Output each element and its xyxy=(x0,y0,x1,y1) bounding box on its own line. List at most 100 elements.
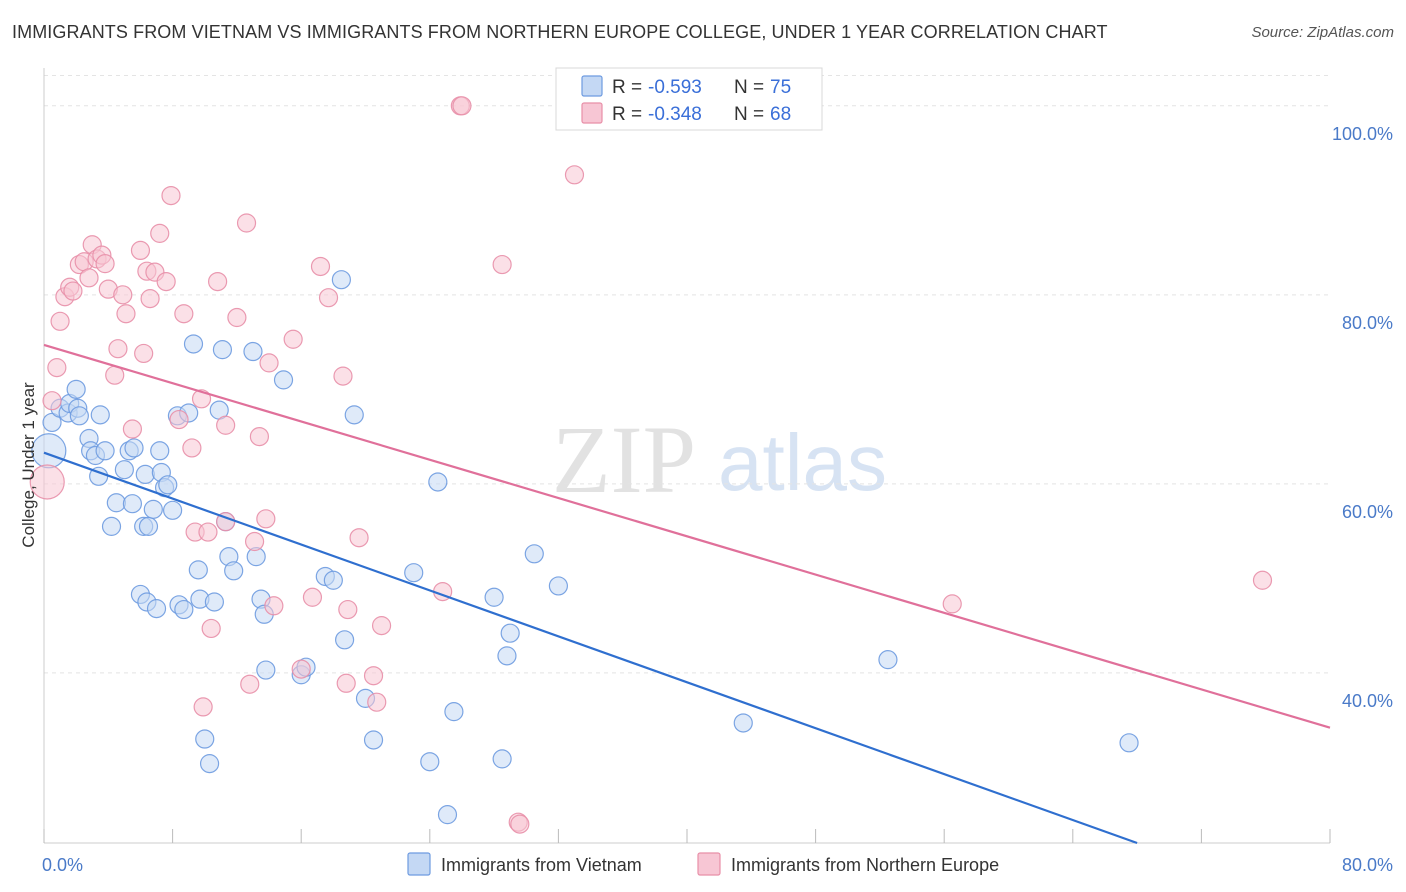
data-point xyxy=(244,531,265,552)
data-point xyxy=(174,599,194,620)
data-point xyxy=(344,405,364,425)
data-point xyxy=(428,472,448,492)
data-point xyxy=(1252,570,1273,590)
data-point xyxy=(318,288,339,308)
legend-r-value-northern-europe: -0.348 xyxy=(648,104,702,125)
data-point xyxy=(195,729,215,749)
data-point xyxy=(146,599,167,619)
series-legend-label-vietnam: Immigrants from Vietnam xyxy=(441,855,642,875)
legend-r-label-northern-europe: R = xyxy=(612,104,642,125)
data-point xyxy=(733,713,753,733)
data-point xyxy=(140,289,160,309)
tick-labels: 40.0% 60.0% 80.0% 100.0% 0.0% 80.0% xyxy=(42,124,1393,875)
data-point xyxy=(510,814,530,834)
data-point xyxy=(79,268,99,288)
legend-n-value-vietnam: 75 xyxy=(770,77,791,98)
data-point xyxy=(420,752,440,772)
data-point xyxy=(156,271,176,292)
points-layer xyxy=(29,96,1273,834)
watermark-atlas: atlas xyxy=(718,418,887,507)
legend-n-value-northern-europe: 68 xyxy=(770,104,791,125)
data-point xyxy=(349,528,369,548)
data-point xyxy=(124,438,144,458)
data-point xyxy=(497,646,517,666)
legend-n-label-vietnam: N = xyxy=(734,77,764,98)
source-credit: Source: ZipAtlas.com xyxy=(1251,24,1394,41)
data-point xyxy=(208,271,228,292)
series-legend-label-northern-europe: Immigrants from Northern Europe xyxy=(731,855,999,875)
data-point xyxy=(116,304,136,324)
data-point xyxy=(236,213,257,233)
data-point xyxy=(201,618,221,639)
chart-title: IMMIGRANTS FROM VIETNAM VS IMMIGRANTS FR… xyxy=(12,22,1108,42)
series-legend-swatch-northern-europe xyxy=(697,852,721,876)
data-point xyxy=(122,494,143,514)
data-point xyxy=(256,660,276,680)
data-point xyxy=(163,500,183,520)
data-point xyxy=(283,329,303,349)
data-point xyxy=(198,522,218,542)
y-tick-label: 100.0% xyxy=(1332,124,1393,144)
data-point xyxy=(331,270,351,290)
data-point xyxy=(224,561,244,581)
data-point xyxy=(143,499,163,519)
data-point xyxy=(193,697,213,717)
data-point xyxy=(106,493,126,513)
data-point xyxy=(69,406,89,426)
data-point xyxy=(135,464,155,485)
data-point xyxy=(158,475,178,495)
data-point xyxy=(227,307,247,328)
trend-line-northern-europe xyxy=(43,343,1331,729)
data-point xyxy=(323,570,343,590)
watermark: ZIP atlas xyxy=(552,406,887,513)
trend-lines xyxy=(43,343,1331,845)
data-point xyxy=(114,460,134,480)
data-point xyxy=(47,358,67,378)
watermark-zip: ZIP xyxy=(552,406,696,513)
data-point xyxy=(878,650,898,670)
data-point xyxy=(188,560,208,580)
x-tick-label: 80.0% xyxy=(1342,855,1393,875)
data-point xyxy=(492,254,512,275)
data-point xyxy=(335,630,355,650)
legend-r-label-vietnam: R = xyxy=(612,77,642,98)
data-point xyxy=(243,341,263,362)
data-point xyxy=(249,426,270,447)
data-point xyxy=(240,674,260,694)
series-northern-europe xyxy=(29,96,1273,834)
data-point xyxy=(273,370,294,390)
data-point xyxy=(169,409,189,430)
data-point xyxy=(90,405,110,425)
data-point xyxy=(548,576,569,596)
data-point xyxy=(130,240,151,261)
data-point xyxy=(138,516,159,536)
legend-swatch-vietnam xyxy=(581,75,603,97)
data-point xyxy=(338,599,358,620)
gridlines xyxy=(44,75,1330,674)
trend-line-vietnam xyxy=(43,451,1138,845)
data-point xyxy=(310,256,331,277)
data-point xyxy=(150,441,170,461)
data-point xyxy=(264,596,284,616)
data-point xyxy=(367,692,387,712)
data-point xyxy=(182,438,202,458)
y-tick-label: 40.0% xyxy=(1342,691,1393,711)
data-point xyxy=(492,749,512,769)
data-point xyxy=(564,165,585,185)
x-tick-label: 0.0% xyxy=(42,855,83,875)
data-point xyxy=(1119,733,1139,753)
series-legend: Immigrants from Vietnam Immigrants from … xyxy=(407,852,999,876)
data-point xyxy=(29,464,65,500)
y-axis-title: College, Under 1 year xyxy=(19,382,38,548)
data-point xyxy=(113,285,133,305)
data-point xyxy=(484,587,504,607)
data-point xyxy=(500,623,520,643)
data-point xyxy=(444,702,464,722)
series-vietnam xyxy=(31,270,1139,825)
data-point xyxy=(333,366,353,386)
data-point xyxy=(199,754,220,774)
legend-swatch-northern-europe xyxy=(581,102,603,124)
data-point xyxy=(95,254,115,274)
data-point xyxy=(122,419,143,439)
